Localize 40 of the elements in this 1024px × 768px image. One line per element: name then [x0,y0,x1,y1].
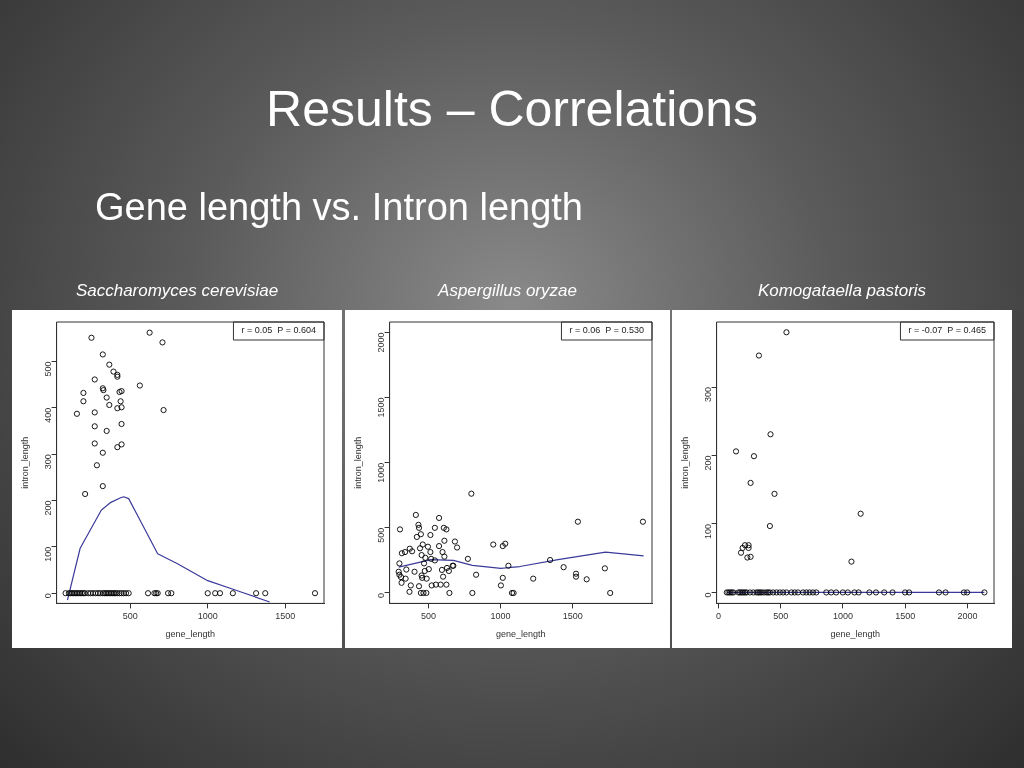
y-tick-label: 200 [703,455,714,471]
text: Gene length vs. Intron length [95,186,583,229]
chart-title: Saccharomyces cerevisiae [74,280,280,302]
y-tick-label: 1500 [376,397,387,418]
y-tick-label: 400 [43,407,54,423]
x-axis-title: gene_length [830,629,881,640]
x-axis-title: gene_length [496,629,546,640]
chart-title: Komogataella pastoris [756,280,928,302]
x-tick-label: 1000 [832,611,853,622]
x-tick-label: 0 [715,611,721,622]
x-tick-label: 1500 [895,611,916,622]
x-tick-label: 1000 [490,611,511,622]
x-tick-label: 1000 [197,611,218,622]
y-tick-label: 100 [703,523,714,540]
x-tick-label: 1500 [275,611,296,622]
x-tick-label: 500 [421,611,437,622]
y-axis-title: intron_length [679,436,690,489]
y-axis-title: intron_length [352,436,363,489]
chart-title: Aspergillus oryzae [436,280,578,302]
y-tick-label: 300 [703,387,714,403]
y-tick-label: 300 [43,454,54,470]
x-axis-title: gene_length [165,629,216,640]
y-tick-label: 0 [376,592,387,598]
y-tick-label: 500 [43,361,54,377]
x-tick-label: 1500 [562,611,583,622]
y-tick-label: 2000 [376,332,387,353]
x-tick-label: 2000 [957,611,978,622]
y-tick-label: 0 [703,592,714,598]
y-tick-label: 0 [43,593,54,599]
y-axis-title: intron_length [19,436,30,489]
y-tick-label: 1000 [376,462,387,483]
x-tick-label: 500 [773,611,789,622]
text: Results – Correlations [265,80,759,138]
annotation: r = 0.06 P = 0.530 [569,325,644,336]
y-tick-label: 200 [43,500,54,516]
x-tick-label: 500 [122,611,138,622]
annotation: r = 0.05 P = 0.604 [241,325,316,336]
y-tick-label: 100 [43,546,54,562]
y-tick-label: 500 [376,527,387,543]
annotation: r = -0.07 P = 0.465 [908,325,986,336]
